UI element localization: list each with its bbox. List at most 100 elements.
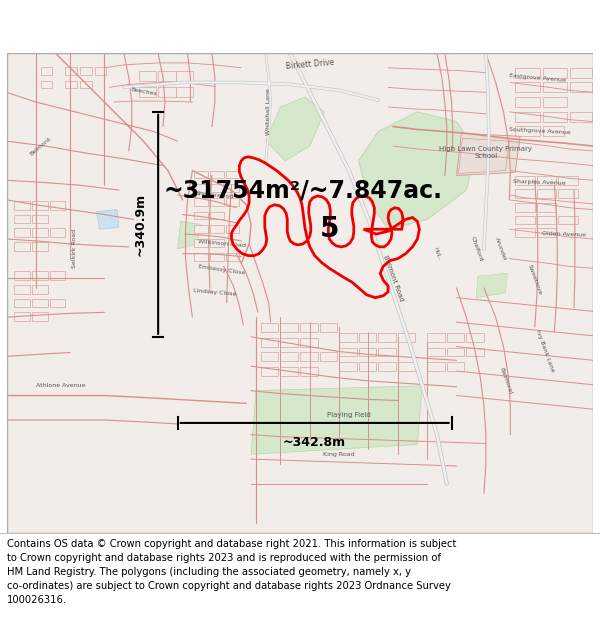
- Polygon shape: [194, 225, 208, 233]
- Polygon shape: [515, 189, 535, 198]
- Polygon shape: [7, 53, 593, 532]
- Polygon shape: [542, 112, 567, 122]
- Text: Embassy Close: Embassy Close: [198, 264, 245, 276]
- Polygon shape: [280, 323, 298, 332]
- Text: Playing Field: Playing Field: [327, 412, 371, 418]
- Polygon shape: [226, 184, 239, 192]
- Polygon shape: [378, 348, 396, 356]
- Polygon shape: [570, 68, 592, 78]
- Text: Olden Avenue: Olden Avenue: [542, 231, 586, 238]
- Polygon shape: [210, 198, 224, 206]
- Text: Sharples Avenue: Sharples Avenue: [514, 179, 566, 186]
- Text: Athlone Avenue: Athlone Avenue: [35, 383, 85, 388]
- Text: Arundel: Arundel: [494, 236, 507, 261]
- Polygon shape: [50, 271, 65, 280]
- Text: Hut..: Hut..: [433, 247, 442, 261]
- Polygon shape: [280, 338, 298, 347]
- Polygon shape: [542, 126, 564, 136]
- Text: Sweetlove: Sweetlove: [527, 264, 543, 296]
- Polygon shape: [261, 338, 278, 347]
- Polygon shape: [359, 362, 376, 371]
- Polygon shape: [226, 171, 239, 178]
- Polygon shape: [447, 348, 464, 356]
- Polygon shape: [139, 88, 156, 97]
- Polygon shape: [32, 242, 47, 251]
- Polygon shape: [558, 176, 578, 185]
- Polygon shape: [14, 312, 30, 321]
- Polygon shape: [14, 214, 30, 223]
- Polygon shape: [80, 81, 92, 88]
- Polygon shape: [280, 352, 298, 361]
- Polygon shape: [41, 67, 52, 74]
- Polygon shape: [194, 239, 208, 247]
- Polygon shape: [427, 348, 445, 356]
- Polygon shape: [14, 242, 30, 251]
- Polygon shape: [339, 348, 357, 356]
- Text: Eastgrove Avenue: Eastgrove Avenue: [509, 72, 566, 82]
- Text: Ivy Bank Lane: Ivy Bank Lane: [535, 330, 554, 373]
- Polygon shape: [537, 216, 556, 224]
- Polygon shape: [359, 333, 376, 342]
- Polygon shape: [515, 126, 539, 136]
- Polygon shape: [398, 333, 415, 342]
- Polygon shape: [300, 367, 317, 376]
- Polygon shape: [359, 348, 376, 356]
- Polygon shape: [300, 338, 317, 347]
- Polygon shape: [466, 333, 484, 342]
- Polygon shape: [457, 133, 520, 176]
- Text: Chelford: Chelford: [469, 236, 483, 262]
- Text: Southgrove Avenue: Southgrove Avenue: [509, 127, 571, 136]
- Polygon shape: [176, 71, 193, 81]
- Polygon shape: [320, 352, 337, 361]
- Polygon shape: [178, 221, 200, 249]
- Polygon shape: [32, 214, 47, 223]
- Polygon shape: [300, 323, 317, 332]
- Text: Shoreswood: Shoreswood: [196, 191, 234, 199]
- Polygon shape: [251, 386, 422, 454]
- Polygon shape: [339, 362, 357, 371]
- Polygon shape: [194, 171, 208, 178]
- Polygon shape: [14, 201, 30, 209]
- Text: ~340.9m: ~340.9m: [134, 192, 147, 256]
- Text: Birkett Drive: Birkett Drive: [285, 58, 334, 71]
- Polygon shape: [226, 198, 239, 206]
- Polygon shape: [515, 112, 539, 122]
- Polygon shape: [280, 367, 298, 376]
- Polygon shape: [50, 228, 65, 237]
- Text: High Lawn County Primary
School: High Lawn County Primary School: [439, 146, 532, 159]
- Polygon shape: [378, 362, 396, 371]
- Polygon shape: [158, 88, 176, 97]
- Polygon shape: [261, 323, 278, 332]
- Polygon shape: [210, 184, 224, 192]
- Polygon shape: [339, 333, 357, 342]
- Polygon shape: [194, 212, 208, 219]
- Polygon shape: [95, 67, 106, 74]
- Polygon shape: [300, 352, 317, 361]
- Polygon shape: [50, 201, 65, 209]
- Polygon shape: [210, 171, 224, 178]
- Polygon shape: [537, 228, 556, 237]
- Polygon shape: [476, 273, 508, 298]
- Polygon shape: [515, 216, 535, 224]
- Text: King Road: King Road: [323, 452, 355, 457]
- Polygon shape: [320, 323, 337, 332]
- Polygon shape: [515, 228, 535, 237]
- Polygon shape: [515, 202, 535, 212]
- Polygon shape: [570, 82, 592, 92]
- Polygon shape: [226, 253, 239, 261]
- Polygon shape: [210, 212, 224, 219]
- Polygon shape: [97, 209, 119, 229]
- Polygon shape: [447, 333, 464, 342]
- Text: 5: 5: [320, 215, 339, 243]
- Text: ~31754m²/~7.847ac.: ~31754m²/~7.847ac.: [163, 178, 442, 202]
- Polygon shape: [210, 239, 224, 247]
- Text: Balmoral: Balmoral: [498, 367, 512, 395]
- Polygon shape: [50, 299, 65, 308]
- Polygon shape: [194, 253, 208, 261]
- Polygon shape: [261, 352, 278, 361]
- Text: Contains OS data © Crown copyright and database right 2021. This information is : Contains OS data © Crown copyright and d…: [7, 539, 457, 605]
- Polygon shape: [266, 97, 325, 161]
- Polygon shape: [447, 362, 464, 371]
- Polygon shape: [32, 201, 47, 209]
- Text: Selkirk Road: Selkirk Road: [73, 229, 77, 268]
